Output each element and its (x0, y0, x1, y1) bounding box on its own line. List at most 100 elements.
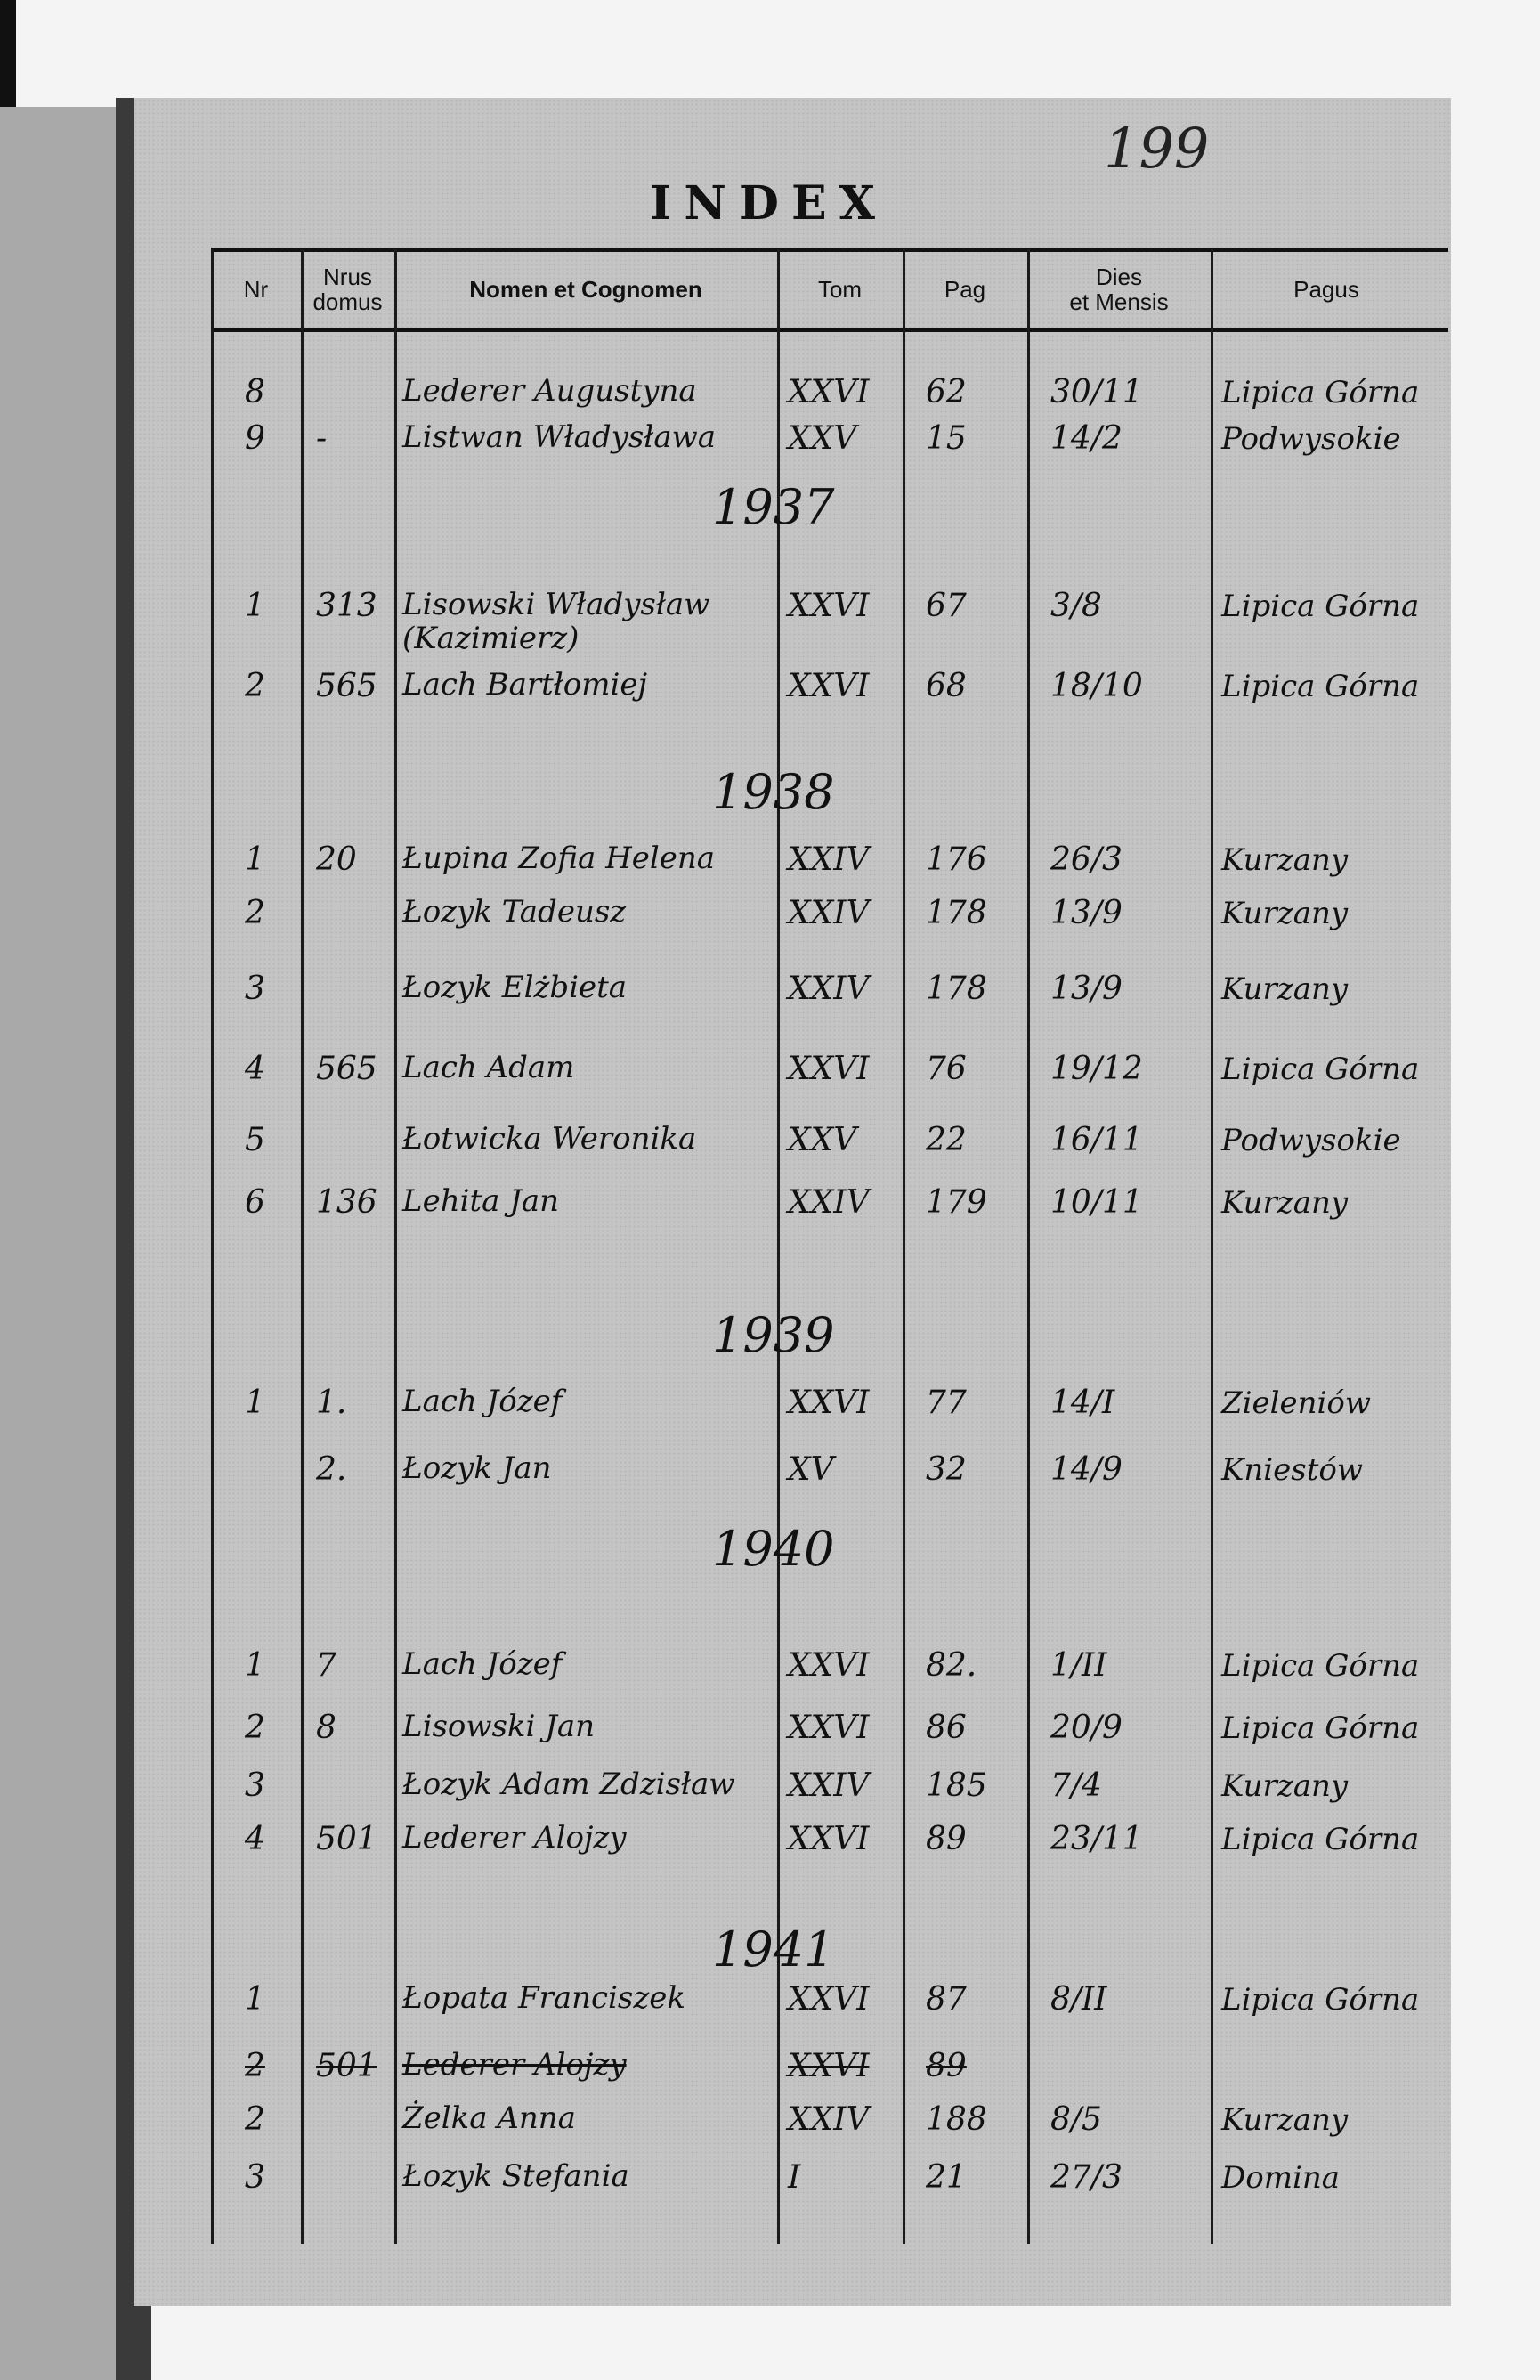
entry-nomen: Lach Józef (402, 1646, 563, 1682)
entry-nomen: Łozyk Elżbieta (402, 970, 628, 1005)
entry-domus: 313 (316, 588, 377, 624)
entry-domus: 20 (316, 841, 357, 878)
entry-pag: 89 (926, 1821, 967, 1857)
entry-pagus: Lipica Górna (1221, 1648, 1420, 1684)
entry-tom: XXVI (788, 668, 870, 704)
entry-dies: 30/11 (1050, 374, 1143, 410)
entry-nomen: Lederer Augustyna (402, 373, 697, 409)
entry-nr: 2 (245, 668, 265, 704)
entry-nomen: Lisowski Władysław (Kazimierz) (402, 587, 710, 656)
entry-pag: 68 (926, 668, 967, 704)
entry-domus: 1. (316, 1385, 347, 1421)
entry-pagus: Zieleniów (1221, 1385, 1371, 1421)
entry-pagus: Kurzany (1221, 842, 1349, 878)
entry-tom: XXVI (788, 374, 870, 410)
entry-pag: 76 (926, 1051, 967, 1087)
entry-tom: XXIV (788, 971, 870, 1007)
entry-nr: 9 (245, 420, 265, 457)
col-header-domus-line1: Nrus (323, 264, 372, 290)
index-entry: 9 - Listwan Władysława XXV 15 14/2 Podwysokie (0, 420, 1540, 465)
entry-domus: - (316, 420, 328, 457)
entry-tom: XXVI (788, 1710, 870, 1746)
entry-nr: 1 (245, 1385, 265, 1421)
entry-nr: 4 (245, 1051, 265, 1087)
entry-pag: 21 (926, 2159, 967, 2196)
entry-pagus: Lipica Górna (1221, 589, 1420, 624)
entry-pag: 178 (926, 895, 987, 931)
entry-tom: XXIV (788, 1184, 870, 1221)
entry-nomen: Lach Adam (402, 1050, 575, 1085)
entry-nr: 2 (245, 2048, 265, 2084)
entry-pag: 82. (926, 1647, 977, 1684)
year-heading: 1938 (712, 764, 835, 820)
col-header-domus: Nrus domus (301, 254, 394, 325)
entry-nr: 6 (245, 1184, 265, 1221)
entry-domus: 565 (316, 1051, 377, 1087)
entry-tom: XXV (788, 420, 857, 457)
entry-pagus: Kurzany (1221, 896, 1349, 931)
register-page (134, 98, 1451, 2306)
column-rule (903, 249, 905, 2244)
entry-tom: XXVI (788, 1385, 870, 1421)
index-entry: 2 Łozyk Tadeusz XXIV 178 13/9 Kurzany (0, 895, 1540, 939)
entry-pag: 32 (926, 1451, 967, 1488)
entry-pag: 22 (926, 1122, 967, 1158)
col-header-dies-line1: Dies (1095, 264, 1142, 290)
index-entry: 2 8 Lisowski Jan XXVI 86 20/9 Lipica Górna (0, 1710, 1540, 1754)
index-entry: 6 136 Lehita Jan XXIV 179 10/11 Kurzany (0, 1184, 1540, 1229)
entry-dies: 27/3 (1050, 2159, 1123, 2196)
year-heading: 1937 (712, 479, 835, 535)
entry-nomen: Łotwicka Weronika (402, 1121, 697, 1157)
col-header-dies: Dies et Mensis (1027, 254, 1211, 325)
entry-tom: XV (788, 1451, 834, 1488)
entry-nr: 2 (245, 2101, 265, 2138)
entry-tom: XXVI (788, 2048, 870, 2084)
entry-dies: 8/II (1050, 1981, 1107, 2018)
entry-dies: 18/10 (1050, 668, 1143, 704)
entry-pagus: Lipica Górna (1221, 1822, 1420, 1857)
index-entry: 1 20 Łupina Zofia Helena XXIV 176 26/3 Kurzany (0, 841, 1540, 886)
entry-nomen: Łozyk Tadeusz (402, 894, 627, 930)
entry-pagus: Lipica Górna (1221, 1710, 1420, 1746)
entry-dies: 13/9 (1050, 895, 1123, 931)
col-header-pagus: Pagus (1293, 276, 1359, 303)
entry-nr: 1 (245, 588, 265, 624)
entry-pagus: Kniestów (1221, 1452, 1363, 1488)
entry-dies: 19/12 (1050, 1051, 1143, 1087)
entry-dies: 16/11 (1050, 1122, 1143, 1158)
entry-pag: 86 (926, 1710, 967, 1746)
entry-pag: 77 (926, 1385, 967, 1421)
page-title: INDEX (650, 176, 888, 231)
entry-tom: XXV (788, 1122, 857, 1158)
entry-pag: 179 (926, 1184, 987, 1221)
index-entry: 2. Łozyk Jan XV 32 14/9 Kniestów (0, 1451, 1540, 1496)
col-header-dies-line2: et Mensis (1069, 288, 1169, 315)
entry-tom: XXIV (788, 1767, 870, 1804)
facing-page (0, 107, 134, 2380)
col-header-nomen: Nomen et Cognomen (469, 276, 702, 303)
entry-nomen: Łopata Franciszek (402, 1980, 686, 2016)
year-heading: 1939 (712, 1307, 835, 1363)
entry-nomen: Łozyk Stefania (402, 2158, 629, 2194)
entry-nomen: Lisowski Jan (402, 1709, 596, 1744)
entry-pag: 62 (926, 374, 967, 410)
entry-dies: 8/5 (1050, 2101, 1102, 2138)
entry-domus: 565 (316, 668, 377, 704)
entry-nomen: Łupina Zofia Helena (402, 841, 716, 876)
entry-dies: 10/11 (1050, 1184, 1143, 1221)
column-rule (394, 249, 397, 2244)
column-rule (777, 249, 780, 2244)
entry-dies: 23/11 (1050, 1821, 1143, 1857)
index-entry: 4 501 Lederer Alojzy XXVI 89 23/11 Lipica Górn… (0, 1821, 1540, 1865)
entry-tom: XXVI (788, 1821, 870, 1857)
entry-nr: 2 (245, 895, 265, 931)
index-entry: 2 565 Lach Bartłomiej XXVI 68 18/10 Lipica Gór… (0, 668, 1540, 712)
col-header-tom: Tom (817, 276, 863, 303)
index-entry: 3 Łozyk Elżbieta XXIV 178 13/9 Kurzany (0, 971, 1540, 1015)
entry-nomen: Listwan Władysława (402, 419, 716, 455)
header-bottom-rule (211, 328, 1448, 332)
entry-nomen: Lehita Jan (402, 1183, 560, 1219)
entry-dies: 20/9 (1050, 1710, 1123, 1746)
entry-pag: 188 (926, 2101, 987, 2138)
entry-pagus: Lipica Górna (1221, 1982, 1420, 2018)
